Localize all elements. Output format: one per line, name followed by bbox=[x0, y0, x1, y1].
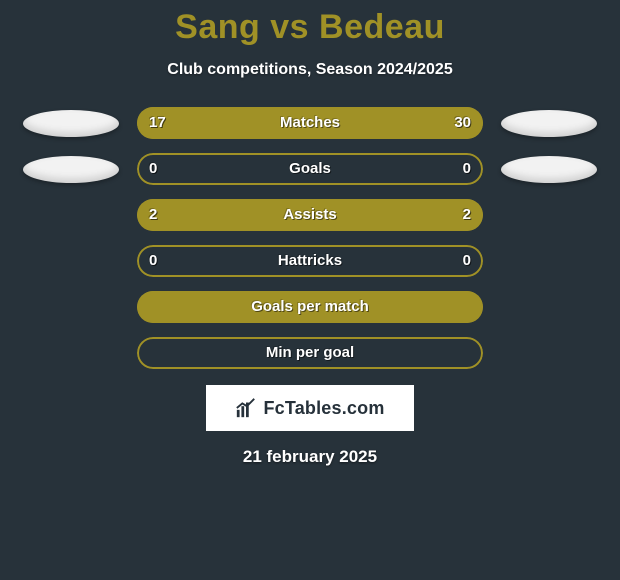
logo-badge: FcTables.com bbox=[206, 385, 414, 431]
stat-bar-left-fill bbox=[137, 199, 310, 231]
stat-label: Goals bbox=[137, 153, 483, 185]
stat-value-right: 30 bbox=[454, 107, 471, 139]
fctables-logo-icon bbox=[235, 397, 257, 419]
player2-flag bbox=[497, 153, 601, 185]
stat-bar-right-fill bbox=[262, 107, 483, 139]
player2-flag bbox=[497, 337, 601, 369]
player2-flag bbox=[497, 291, 601, 323]
stat-bar-track: 0 0Hattricks bbox=[137, 245, 483, 277]
stat-row: 0 0Goals bbox=[0, 153, 620, 185]
player2-flag bbox=[497, 245, 601, 277]
stat-value-right: 0 bbox=[463, 153, 471, 185]
stat-value-left: 17 bbox=[149, 107, 166, 139]
player2-flag bbox=[497, 199, 601, 231]
player2-flag bbox=[497, 107, 601, 139]
player1-name: Sang bbox=[175, 8, 260, 46]
stat-row: Goals per match bbox=[0, 291, 620, 323]
logo-text: FcTables.com bbox=[263, 398, 384, 419]
stat-value-right: 0 bbox=[463, 245, 471, 277]
player1-flag bbox=[19, 337, 123, 369]
player1-flag bbox=[19, 291, 123, 323]
page-title: Sang vs Bedeau bbox=[0, 8, 620, 47]
player1-flag bbox=[19, 245, 123, 277]
stat-bar-left-fill bbox=[137, 291, 483, 323]
subtitle: Club competitions, Season 2024/2025 bbox=[0, 61, 620, 79]
stat-bar-track: 1730Matches bbox=[137, 107, 483, 139]
stat-value-right: 2 bbox=[463, 199, 471, 231]
stats-container: 1730Matches00Goals22Assists00HattricksGo… bbox=[0, 107, 620, 369]
player2-name: Bedeau bbox=[319, 8, 445, 46]
stat-value-left: 0 bbox=[149, 245, 157, 277]
stat-bar-track: Min per goal bbox=[137, 337, 483, 369]
comparison-infographic: Sang vs Bedeau Club competitions, Season… bbox=[0, 0, 620, 580]
player1-flag bbox=[19, 153, 123, 185]
stat-label: Hattricks bbox=[137, 245, 483, 277]
stat-row: 1730Matches bbox=[0, 107, 620, 139]
stat-value-left: 0 bbox=[149, 153, 157, 185]
player1-flag bbox=[19, 199, 123, 231]
stat-row: 0 0Hattricks bbox=[0, 245, 620, 277]
stat-value-left: 2 bbox=[149, 199, 157, 231]
stat-label: Min per goal bbox=[137, 337, 483, 369]
stat-row: Min per goal bbox=[0, 337, 620, 369]
stat-bar-track: 0 0Goals bbox=[137, 153, 483, 185]
stat-bar-right-fill bbox=[310, 199, 483, 231]
stat-row: 22Assists bbox=[0, 199, 620, 231]
vs-text: vs bbox=[270, 8, 309, 46]
player1-flag bbox=[19, 107, 123, 139]
date-text: 21 february 2025 bbox=[0, 447, 620, 467]
stat-bar-track: Goals per match bbox=[137, 291, 483, 323]
stat-bar-track: 22Assists bbox=[137, 199, 483, 231]
